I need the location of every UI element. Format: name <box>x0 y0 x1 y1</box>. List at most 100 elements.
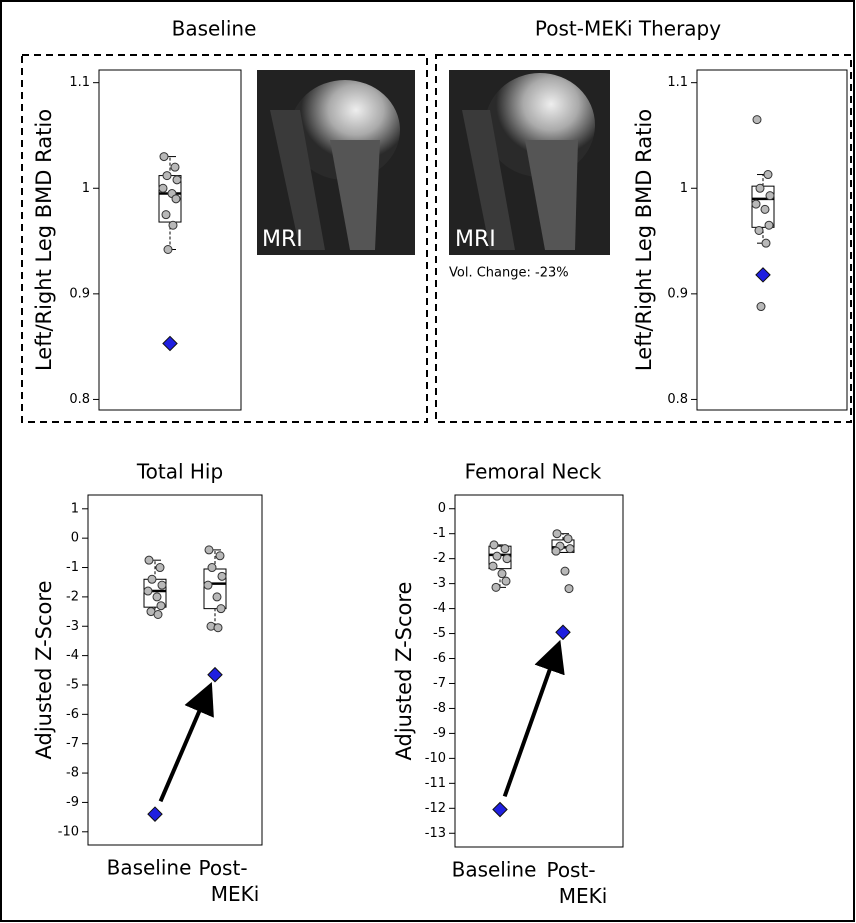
y-tick-label: -9 <box>433 726 446 741</box>
plot-area <box>88 495 262 845</box>
data-point <box>489 562 497 570</box>
data-point <box>217 605 225 613</box>
plot-area <box>455 495 623 847</box>
data-point <box>159 184 167 192</box>
x-tick-label: Baseline <box>107 856 192 880</box>
y-tick-label: 0.8 <box>667 392 688 407</box>
y-tick-label: -10 <box>425 751 446 766</box>
data-point <box>757 303 765 311</box>
y-tick-label: 0.9 <box>69 286 90 301</box>
data-point <box>490 541 498 549</box>
y-tick-label: 1 <box>680 181 688 196</box>
data-point <box>498 570 506 578</box>
x-tick-label: Post-MEKi <box>546 858 607 908</box>
annotation: Vol. Change: -23% <box>449 266 569 281</box>
chart-title: Femoral Neck <box>465 460 602 484</box>
y-tick-label: -13 <box>425 826 446 841</box>
y-axis-label: Adjusted Z-Score <box>392 582 416 761</box>
highlight-point <box>163 336 177 350</box>
y-tick-label: -3 <box>66 619 79 634</box>
y-tick-label: -4 <box>66 648 79 663</box>
data-point <box>145 556 153 564</box>
change-arrow <box>161 689 209 801</box>
data-point <box>753 116 761 124</box>
plot-area <box>697 70 847 410</box>
figure: Baseline Left/Right Leg BMD Ratio 0.8 0.9 1 1… <box>0 0 856 923</box>
y-tick-label: -2 <box>433 551 446 566</box>
data-point <box>566 545 574 553</box>
data-point <box>154 611 162 619</box>
y-tick-label: -4 <box>433 601 446 616</box>
chart-title: Baseline <box>172 17 257 41</box>
data-point <box>764 171 772 179</box>
data-point <box>503 555 511 563</box>
data-point <box>157 602 165 610</box>
x-tick-label: Baseline <box>452 858 537 882</box>
y-tick-label: -7 <box>66 736 79 751</box>
highlight-point <box>556 625 570 639</box>
chart-title: Post-MEKi Therapy <box>535 17 721 41</box>
image-label: MRI <box>455 227 496 252</box>
data-point <box>762 239 770 247</box>
change-arrow <box>505 647 558 796</box>
y-tick-label: -12 <box>425 801 446 816</box>
y-tick-label: -8 <box>433 701 446 716</box>
y-axis-label: Adjusted Z-Score <box>32 581 56 760</box>
y-tick-label: -5 <box>66 677 79 692</box>
data-point <box>158 581 166 589</box>
data-point <box>565 585 573 593</box>
data-point <box>213 593 221 601</box>
highlight-point <box>208 668 222 682</box>
y-tick-label: 0.9 <box>667 286 688 301</box>
image-label: MRI <box>262 227 303 252</box>
data-point <box>765 221 773 229</box>
y-tick-label: 0 <box>438 501 446 516</box>
y-tick-label: 1 <box>71 501 79 516</box>
data-point <box>169 221 177 229</box>
data-point <box>552 547 560 555</box>
data-point <box>171 163 179 171</box>
data-point <box>564 535 572 543</box>
data-point <box>153 593 161 601</box>
y-tick-label: -1 <box>433 526 446 541</box>
data-point <box>173 176 181 184</box>
y-tick-label: 1.1 <box>69 75 90 90</box>
data-point <box>216 552 224 560</box>
data-point <box>502 577 510 585</box>
highlight-point <box>493 802 507 816</box>
y-tick-label: -3 <box>433 576 446 591</box>
data-point <box>561 567 569 575</box>
data-point <box>501 545 509 553</box>
y-tick-label: -11 <box>425 776 446 791</box>
y-tick-label: -10 <box>58 824 79 839</box>
data-point <box>204 581 212 589</box>
y-tick-label: -9 <box>66 795 79 810</box>
plot-area <box>99 70 241 410</box>
y-axis-label: Left/Right Leg BMD Ratio <box>632 109 656 371</box>
data-point <box>553 530 561 538</box>
data-point <box>160 153 168 161</box>
data-point <box>761 205 769 213</box>
data-point <box>492 583 500 591</box>
data-point <box>493 552 501 560</box>
data-point <box>162 211 170 219</box>
y-tick-label: -7 <box>433 676 446 691</box>
y-tick-label: -8 <box>66 766 79 781</box>
data-point <box>218 572 226 580</box>
data-point <box>205 546 213 554</box>
y-tick-label: -6 <box>433 651 446 666</box>
y-axis-label: Left/Right Leg BMD Ratio <box>32 109 56 371</box>
data-point <box>156 564 164 572</box>
chart-title: Total Hip <box>136 460 223 484</box>
data-point <box>172 195 180 203</box>
data-point <box>148 575 156 583</box>
data-point <box>766 192 774 200</box>
highlight-point <box>148 807 162 821</box>
y-tick-label: 0.8 <box>69 392 90 407</box>
data-point <box>752 200 760 208</box>
y-tick-label: 1.1 <box>667 75 688 90</box>
data-point <box>756 184 764 192</box>
y-tick-label: -1 <box>66 560 79 575</box>
y-tick-label: 0 <box>71 531 79 546</box>
x-tick-label: Post-MEKi <box>198 856 259 906</box>
